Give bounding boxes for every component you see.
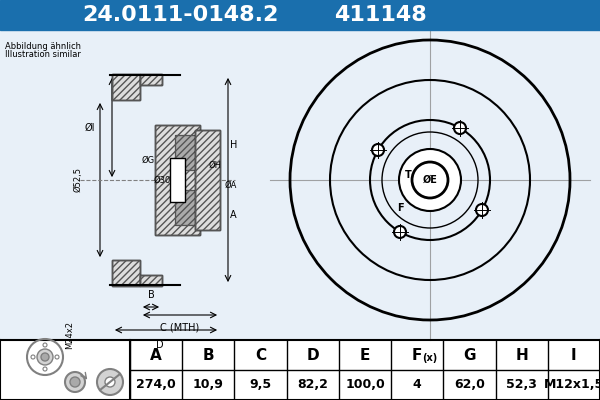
Text: C (MTH): C (MTH) xyxy=(160,323,200,333)
Bar xyxy=(112,74,140,100)
Bar xyxy=(112,74,140,100)
Circle shape xyxy=(43,343,47,347)
Text: B: B xyxy=(148,290,154,300)
Circle shape xyxy=(412,162,448,198)
Bar xyxy=(175,190,205,225)
Circle shape xyxy=(105,377,115,387)
Text: I: I xyxy=(571,348,577,362)
Circle shape xyxy=(41,353,49,361)
Circle shape xyxy=(70,377,80,387)
Text: C: C xyxy=(255,348,266,362)
Circle shape xyxy=(476,204,488,216)
Circle shape xyxy=(399,149,461,211)
Text: Abbildung ähnlich: Abbildung ähnlich xyxy=(5,42,81,51)
Text: 52,3: 52,3 xyxy=(506,378,537,392)
Bar xyxy=(175,135,205,170)
Bar xyxy=(140,74,162,85)
Bar xyxy=(195,130,220,230)
Text: T: T xyxy=(404,170,412,180)
Circle shape xyxy=(394,226,406,238)
Text: 411148: 411148 xyxy=(334,5,427,25)
Circle shape xyxy=(454,122,466,134)
Bar xyxy=(0,340,600,400)
Text: H: H xyxy=(515,348,528,362)
Text: B: B xyxy=(203,348,214,362)
Text: M24x2: M24x2 xyxy=(65,321,74,349)
Bar xyxy=(155,125,200,235)
Circle shape xyxy=(43,367,47,371)
Text: 100,0: 100,0 xyxy=(345,378,385,392)
Bar xyxy=(170,158,185,202)
Text: 82,2: 82,2 xyxy=(298,378,328,392)
Text: ØA: ØA xyxy=(225,180,238,190)
Text: 4: 4 xyxy=(413,378,422,392)
Text: M12x1,5: M12x1,5 xyxy=(544,378,600,392)
Text: 10,9: 10,9 xyxy=(193,378,224,392)
Bar xyxy=(0,30,600,340)
Bar xyxy=(140,275,162,286)
Text: Illustration similar: Illustration similar xyxy=(5,50,81,59)
Text: (x): (x) xyxy=(422,353,437,363)
Text: ØG: ØG xyxy=(142,156,155,164)
Text: ØI: ØI xyxy=(85,122,95,132)
Text: Ø52,5: Ø52,5 xyxy=(74,168,83,192)
Text: 274,0: 274,0 xyxy=(136,378,176,392)
Text: A: A xyxy=(150,348,162,362)
Circle shape xyxy=(97,369,123,395)
Text: D: D xyxy=(307,348,319,362)
Circle shape xyxy=(65,372,85,392)
Bar xyxy=(140,74,162,85)
Text: G: G xyxy=(463,348,476,362)
Text: ØE: ØE xyxy=(422,175,437,185)
Bar xyxy=(195,130,220,230)
Bar xyxy=(175,135,205,170)
Circle shape xyxy=(55,355,59,359)
Bar xyxy=(112,260,140,286)
Text: 62,0: 62,0 xyxy=(454,378,485,392)
Bar xyxy=(175,190,205,225)
Text: Ø30: Ø30 xyxy=(154,176,170,184)
Circle shape xyxy=(372,144,384,156)
Text: D: D xyxy=(156,340,164,350)
Text: 24.0111-0148.2: 24.0111-0148.2 xyxy=(82,5,278,25)
Text: A: A xyxy=(230,210,236,220)
Bar xyxy=(0,0,600,30)
Text: ØH: ØH xyxy=(209,160,222,170)
Text: F: F xyxy=(397,203,403,213)
Bar xyxy=(140,275,162,286)
Text: H: H xyxy=(230,140,238,150)
Bar xyxy=(112,260,140,286)
Circle shape xyxy=(31,355,35,359)
Text: F: F xyxy=(412,348,422,362)
Bar xyxy=(155,125,200,235)
Text: E: E xyxy=(360,348,370,362)
Circle shape xyxy=(37,349,53,365)
Text: 9,5: 9,5 xyxy=(250,378,272,392)
